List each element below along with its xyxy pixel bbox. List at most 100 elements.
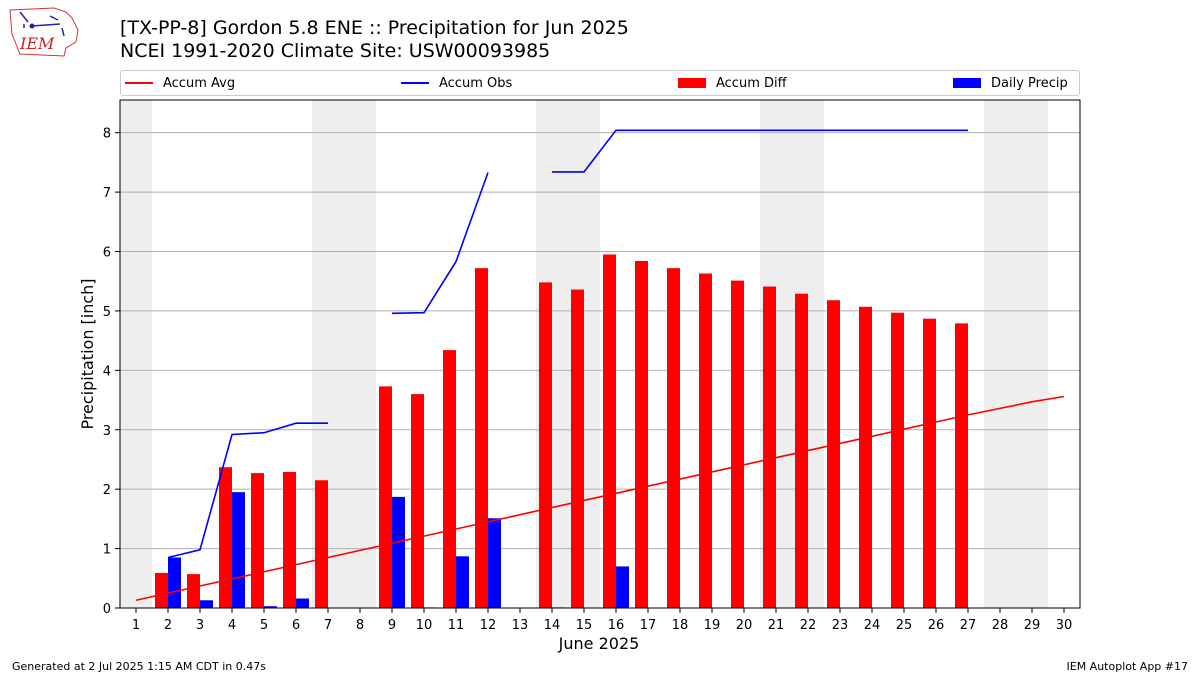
iem-logo: IEM (9, 7, 79, 57)
daily-precip-bar (392, 496, 405, 608)
daily-precip-bar (232, 492, 245, 608)
accum-diff-bar (411, 394, 424, 608)
x-tick-label: 21 (768, 618, 785, 633)
x-tick-label: 28 (992, 618, 1009, 633)
y-tick-label: 0 (103, 602, 111, 617)
legend-item-accum-obs: Accum Obs (401, 71, 512, 95)
x-tick-label: 16 (608, 618, 625, 633)
x-tick-label: 10 (416, 618, 433, 633)
x-tick-label: 1 (132, 618, 140, 633)
station-dot-icon (29, 23, 35, 29)
x-tick-label: 13 (512, 618, 529, 633)
accum-diff-bar (635, 261, 648, 608)
chart-title: [TX-PP-8] Gordon 5.8 ENE :: Precipitatio… (120, 17, 629, 39)
legend-item-accum-avg: Accum Avg (125, 71, 235, 95)
x-tick-label: 14 (544, 618, 561, 633)
accum-diff-bar (539, 282, 552, 608)
x-tick-label: 17 (640, 618, 657, 633)
x-tick-label: 26 (928, 618, 945, 633)
accum-diff-bar (923, 318, 936, 608)
accum-diff-bar (827, 300, 840, 608)
accum-diff-bar (763, 286, 776, 608)
x-tick-label: 20 (736, 618, 753, 633)
accum-obs-line (391, 172, 489, 315)
legend-item-accum-diff: Accum Diff (678, 71, 787, 95)
x-tick-label: 7 (324, 618, 332, 633)
x-tick-label: 22 (800, 618, 817, 633)
accum-diff-bar (155, 572, 168, 608)
daily-precip-bar (168, 557, 181, 608)
accum-diff-bar (667, 268, 680, 608)
daily-precip-bar (488, 518, 501, 608)
x-tick-label: 30 (1056, 618, 1073, 633)
weekend-band (120, 100, 152, 608)
accum-diff-bar (603, 254, 616, 608)
legend-swatch-daily-precip (953, 78, 981, 88)
accum-diff-bar (283, 471, 296, 608)
accum-diff-bar (475, 268, 488, 608)
logo-text: IEM (19, 34, 55, 53)
accum-avg-line (135, 395, 1065, 602)
chart-legend: Accum Avg Accum Obs Accum Diff Daily Pre… (120, 70, 1080, 96)
x-tick-label: 25 (896, 618, 913, 633)
accum-diff-bar (379, 386, 392, 608)
y-tick-label: 6 (103, 246, 111, 261)
x-tick-label: 27 (960, 618, 977, 633)
accum-obs-line (552, 129, 968, 173)
x-tick-label: 9 (388, 618, 396, 633)
accum-diff-bar (219, 467, 232, 608)
legend-label-accum-avg: Accum Avg (163, 75, 236, 91)
legend-item-daily-precip: Daily Precip (953, 71, 1068, 95)
accum-diff-bar (731, 280, 744, 608)
x-tick-label: 29 (1024, 618, 1041, 633)
y-axis-label: Precipitation [inch] (78, 278, 97, 429)
x-tick-label: 6 (292, 618, 300, 633)
y-tick-label: 8 (103, 127, 111, 142)
y-tick-label: 4 (103, 364, 111, 379)
x-tick-label: 19 (704, 618, 721, 633)
bars (155, 254, 968, 609)
weekend-band (984, 100, 1016, 608)
accum-diff-bar (891, 312, 904, 608)
legend-label-accum-diff: Accum Diff (716, 75, 787, 91)
accum-diff-bar (443, 350, 456, 608)
weekend-band (1016, 100, 1048, 608)
y-tick-label: 2 (103, 483, 111, 498)
x-tick-label: 11 (448, 618, 465, 633)
x-axis-label: June 2025 (558, 634, 640, 653)
legend-swatch-accum-diff (678, 78, 706, 88)
x-tick-label: 18 (672, 618, 689, 633)
y-tick-label: 1 (103, 543, 111, 558)
x-tick-label: 24 (864, 618, 881, 633)
x-tick-label: 4 (228, 618, 236, 633)
accum-diff-bar (859, 306, 872, 608)
accum-diff-bar (315, 480, 328, 608)
daily-precip-bar (296, 598, 309, 608)
accum-diff-bar (251, 473, 264, 608)
weekend-band (344, 100, 376, 608)
daily-precip-bar (264, 606, 277, 608)
iowa-outline-icon (9, 7, 79, 57)
series-lines (135, 129, 1065, 602)
x-tick-label: 2 (164, 618, 172, 633)
plot-frame (119, 99, 1081, 609)
x-tick-label: 5 (260, 618, 268, 633)
legend-swatch-accum-avg (125, 82, 153, 84)
legend-label-accum-obs: Accum Obs (439, 75, 513, 91)
legend-label-daily-precip: Daily Precip (991, 75, 1068, 91)
y-tick-label: 5 (103, 305, 111, 320)
accum-diff-bar (187, 574, 200, 608)
y-tick-label: 7 (103, 186, 111, 201)
accum-diff-bar (571, 289, 584, 608)
x-tick-label: 12 (480, 618, 497, 633)
x-tick-label: 8 (356, 618, 364, 633)
daily-precip-bar (200, 600, 213, 608)
app-credit: IEM Autoplot App #17 (1066, 660, 1189, 673)
chart-subtitle: NCEI 1991-2020 Climate Site: USW00093985 (120, 40, 551, 62)
accum-diff-bar (795, 293, 808, 608)
y-tick-label: 3 (103, 424, 111, 439)
generated-timestamp: Generated at 2 Jul 2025 1:15 AM CDT in 0… (12, 660, 266, 673)
accum-diff-bar (955, 323, 968, 608)
